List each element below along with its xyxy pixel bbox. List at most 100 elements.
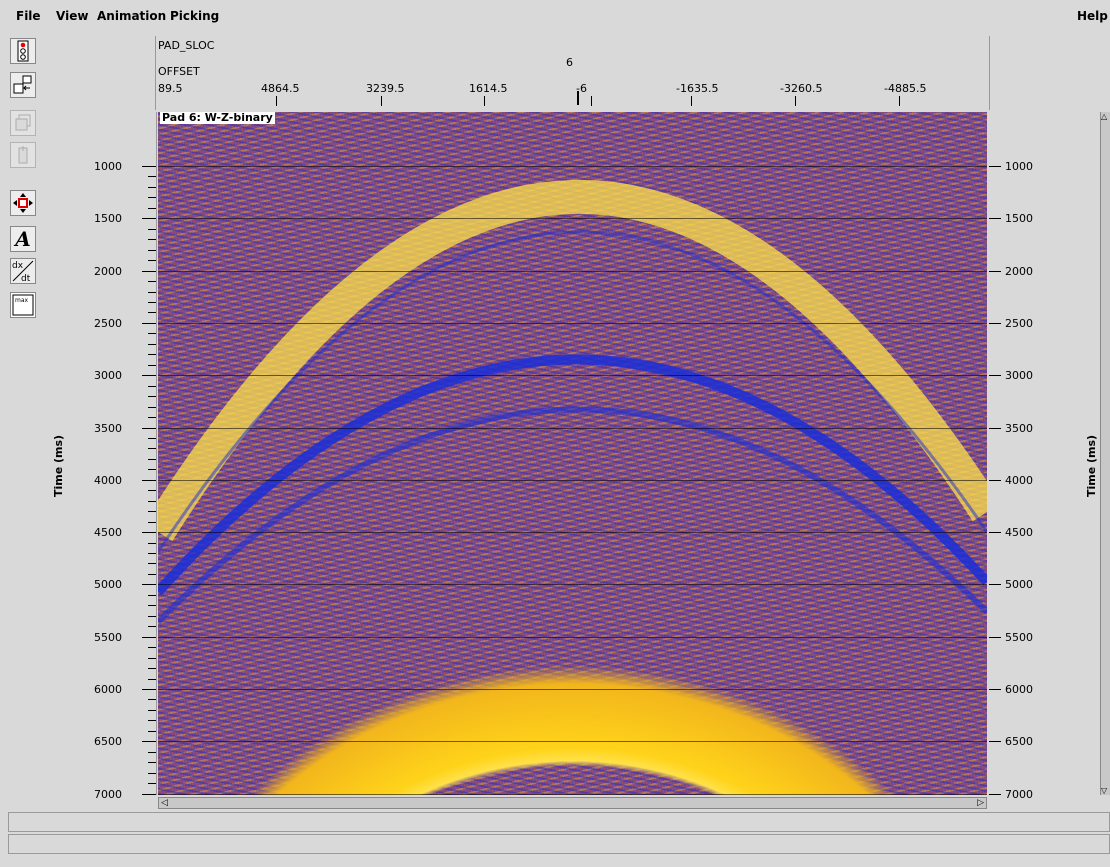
window-stack-icon[interactable] — [10, 72, 36, 98]
offset-tick-mark — [276, 96, 277, 106]
horizontal-scrollbar[interactable]: ◁ ▷ — [158, 797, 987, 809]
y-minor-tick-left — [148, 207, 156, 209]
scroll-left-icon[interactable]: ◁ — [161, 798, 168, 808]
y-tick-label-right: 2500 — [1005, 316, 1033, 330]
y-minor-tick-left — [148, 239, 156, 241]
y-minor-tick-left — [148, 417, 156, 419]
y-minor-tick-left — [148, 406, 156, 408]
y-minor-tick-left — [148, 333, 156, 335]
status-bar-2 — [8, 834, 1110, 854]
y-tick-label-left: 4000 — [94, 473, 122, 487]
reflection-overlay — [158, 179, 987, 625]
reflection-event — [158, 179, 987, 542]
menu-animation[interactable]: Animation — [97, 9, 167, 23]
y-minor-tick-left — [148, 762, 156, 764]
menu-file[interactable]: File — [16, 9, 41, 23]
offset-label: OFFSET — [158, 65, 200, 78]
left-axis-panel: Time (ms) 1000 1500 2000 2500 3000 3500 4000 45… — [42, 112, 157, 801]
gridline — [158, 636, 987, 638]
y-tick-label-right: 6500 — [1005, 735, 1033, 749]
y-axis-title-right: Time (ms) — [1085, 434, 1098, 497]
y-minor-tick-left — [148, 458, 156, 460]
y-tick-label-right: 4500 — [1005, 526, 1033, 540]
y-tick-mark-right — [989, 375, 1001, 377]
y-tick-mark-left — [142, 322, 156, 324]
scroll-up-icon[interactable]: △ — [1101, 112, 1108, 121]
y-minor-tick-left — [148, 176, 156, 178]
y-minor-tick-left — [148, 605, 156, 607]
y-tick-label-left: 5000 — [94, 578, 122, 592]
y-tick-mark-left — [142, 218, 156, 220]
y-tick-mark-left — [142, 741, 156, 743]
y-minor-tick-left — [148, 563, 156, 565]
y-minor-tick-left — [148, 437, 156, 439]
gridline — [158, 741, 987, 743]
y-tick-mark-right — [989, 793, 1001, 795]
menu-help[interactable]: Help — [1077, 9, 1108, 23]
y-minor-tick-left — [148, 615, 156, 617]
y-tick-mark-right — [989, 532, 1001, 534]
scroll-down-icon[interactable]: ▽ — [1101, 786, 1108, 795]
y-minor-tick-left — [148, 678, 156, 680]
y-tick-label-left: 7000 — [94, 787, 122, 801]
y-minor-tick-left — [148, 772, 156, 774]
y-tick-mark-left — [142, 532, 156, 534]
gridline — [158, 270, 987, 272]
y-tick-mark-left — [142, 636, 156, 638]
y-tick-label-right: 5500 — [1005, 630, 1033, 644]
y-tick-label-right: 7000 — [1005, 787, 1033, 801]
y-tick-label-left: 1000 — [94, 160, 122, 173]
y-minor-tick-left — [148, 301, 156, 303]
y-minor-tick-left — [148, 364, 156, 366]
offset-tick-label: 4864.5 — [261, 82, 300, 95]
offset-tick-mark — [899, 96, 900, 106]
vertical-scrollbar[interactable]: △ ▽ — [1100, 112, 1110, 795]
y-minor-tick-left — [148, 500, 156, 502]
paste-disabled-icon[interactable] — [10, 142, 36, 168]
gridline — [158, 584, 987, 586]
dx-dt-icon[interactable]: dx dt — [10, 258, 36, 284]
y-minor-tick-left — [148, 699, 156, 701]
offset-tick-mark — [484, 96, 485, 106]
gridline — [158, 375, 987, 377]
y-tick-label-right: 3500 — [1005, 421, 1033, 435]
menu-picking[interactable]: Picking — [170, 9, 220, 23]
y-minor-tick-left — [148, 281, 156, 283]
y-minor-tick-left — [148, 751, 156, 753]
offset-tick-mark — [381, 96, 382, 106]
gridline — [158, 427, 987, 429]
offset-tick-mark — [591, 96, 592, 106]
y-minor-tick-left — [148, 657, 156, 659]
move-arrows-icon[interactable] — [10, 190, 36, 216]
y-minor-tick-left — [148, 783, 156, 785]
y-minor-tick-left — [148, 542, 156, 544]
y-tick-label-left: 6500 — [94, 735, 122, 749]
pad-label: Pad 6: W-Z-binary — [160, 112, 275, 124]
svg-text:max: max — [15, 297, 29, 304]
y-tick-mark-left — [142, 689, 156, 690]
scroll-right-icon[interactable]: ▷ — [977, 798, 984, 808]
max-icon[interactable]: max — [10, 292, 36, 318]
traffic-light-icon[interactable] — [10, 38, 36, 64]
gridline — [158, 689, 987, 690]
y-tick-mark-left — [142, 427, 156, 429]
y-minor-tick-left — [148, 668, 156, 670]
y-tick-mark-left — [142, 479, 156, 481]
offset-tick-label: 1614.5 — [469, 82, 508, 95]
y-minor-tick-left — [148, 396, 156, 398]
seismic-plot[interactable]: Pad 6: W-Z-binary — [158, 112, 987, 795]
y-tick-mark-left — [142, 793, 156, 795]
y-tick-mark-left — [142, 166, 156, 167]
y-tick-label-left: 3000 — [94, 369, 122, 383]
text-annotation-icon[interactable]: A — [10, 226, 36, 252]
y-tick-mark-left — [142, 270, 156, 272]
gridline — [158, 479, 987, 481]
offset-tick-label: 3239.5 — [366, 82, 405, 95]
y-tick-label-right: 5000 — [1005, 578, 1033, 592]
text-tool-label: A — [15, 227, 31, 251]
copy-disabled-icon[interactable] — [10, 110, 36, 136]
y-minor-tick-left — [148, 553, 156, 555]
y-tick-label-right: 6000 — [1005, 683, 1033, 696]
gridline — [158, 532, 987, 534]
menu-view[interactable]: View — [56, 9, 89, 23]
